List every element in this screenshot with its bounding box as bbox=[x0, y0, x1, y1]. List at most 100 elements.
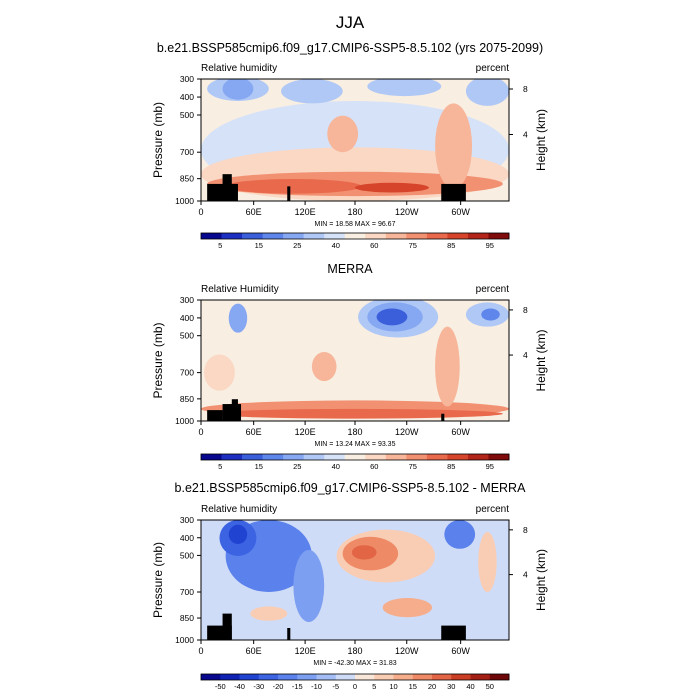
colorbar-frame bbox=[200, 232, 510, 240]
x-tick-label: 120W bbox=[395, 646, 419, 656]
contour-region bbox=[376, 308, 408, 326]
topography-mask bbox=[222, 174, 232, 201]
y-tick-label: 700 bbox=[180, 587, 194, 597]
topography-mask bbox=[441, 183, 466, 201]
colorbar-label: 85 bbox=[447, 241, 455, 250]
colorbar-label: 15 bbox=[255, 241, 263, 250]
colorbar-swatch bbox=[365, 454, 387, 460]
colorbar-label: 25 bbox=[293, 462, 301, 471]
y-axis-label: Pressure (mb) bbox=[151, 102, 165, 178]
colorbar-swatch bbox=[262, 454, 284, 460]
colorbar-swatch bbox=[447, 233, 469, 239]
colorbar-label: 95 bbox=[486, 241, 494, 250]
y-tick-label: 400 bbox=[180, 533, 194, 543]
colorbar-swatch bbox=[426, 233, 448, 239]
colorbar-label: 75 bbox=[409, 462, 417, 471]
contour-region bbox=[478, 532, 497, 592]
topography-mask bbox=[231, 399, 238, 421]
colorbar-swatch bbox=[426, 454, 448, 460]
contour-region bbox=[228, 524, 248, 545]
contour-region bbox=[225, 179, 362, 194]
colorbar-frame bbox=[200, 673, 510, 681]
x-tick-label: 120E bbox=[295, 427, 316, 437]
contour-region bbox=[327, 115, 359, 153]
colorbar-swatch bbox=[239, 674, 260, 680]
colorbar-swatch bbox=[393, 674, 414, 680]
contour-region bbox=[351, 545, 377, 560]
colorbar-frame bbox=[200, 453, 510, 461]
topography-mask bbox=[222, 613, 232, 640]
panel-left-label: Relative humidity bbox=[201, 63, 277, 74]
plot-area bbox=[201, 520, 509, 640]
y-tick-label: 500 bbox=[180, 331, 194, 341]
colorbar-swatch bbox=[432, 674, 452, 680]
x-tick-label: 0 bbox=[198, 427, 203, 437]
chart-panel-3: b.e21.BSSP585cmip6.f09_g17.CMIP6-SSP5-8.… bbox=[151, 481, 548, 691]
colorbar-swatch bbox=[344, 454, 366, 460]
colorbar-swatch bbox=[488, 233, 510, 239]
contour-region bbox=[250, 606, 288, 621]
y-tick-label: 850 bbox=[180, 613, 194, 623]
colorbar-swatch bbox=[344, 233, 366, 239]
y-axis-label-right: Height (km) bbox=[534, 549, 548, 611]
panel-right-label: percent bbox=[476, 284, 510, 295]
topography-mask bbox=[287, 186, 291, 201]
colorbar-swatch bbox=[324, 233, 346, 239]
x-tick-label: 0 bbox=[198, 646, 203, 656]
colorbar-swatch bbox=[316, 674, 337, 680]
min-max-label: MIN = 13.24 MAX = 93.35 bbox=[315, 441, 396, 448]
colorbar: 5 15 25 40 60 75 85 95 bbox=[200, 453, 510, 471]
min-max-label: MIN = 18.58 MAX = 96.67 bbox=[315, 221, 396, 228]
colorbar-swatch bbox=[412, 674, 433, 680]
colorbar: -50 -40 -30 -20 -15 -10 -5 0 5 10 15 20 30 40 50 bbox=[200, 673, 510, 691]
contour-region bbox=[222, 79, 254, 100]
contour-region bbox=[435, 103, 473, 189]
colorbar-label: 25 bbox=[293, 241, 301, 250]
colorbar-swatch bbox=[365, 233, 387, 239]
colorbar-swatch bbox=[467, 233, 489, 239]
colorbar-label: 10 bbox=[389, 682, 397, 691]
colorbar-swatch bbox=[297, 674, 317, 680]
x-tick-label: 0 bbox=[198, 207, 203, 217]
plot-area bbox=[201, 300, 509, 421]
colorbar-swatch bbox=[242, 454, 263, 460]
x-tick-label: 60W bbox=[451, 646, 470, 656]
contour-region bbox=[435, 326, 460, 407]
panel-left-label: Relative Humidity bbox=[201, 284, 279, 295]
colorbar-swatch bbox=[221, 233, 243, 239]
colorbar-swatch bbox=[262, 233, 284, 239]
colorbar-label: 50 bbox=[486, 682, 494, 691]
colorbar-label: -15 bbox=[292, 682, 303, 691]
y-axis-label-right: Height (km) bbox=[534, 329, 548, 391]
height-tick-label: 8 bbox=[523, 525, 528, 535]
colorbar-label: 0 bbox=[353, 682, 357, 691]
contour-region bbox=[201, 331, 509, 419]
x-tick-label: 60W bbox=[451, 207, 470, 217]
panel-title: MERRA bbox=[327, 262, 373, 276]
colorbar-swatch bbox=[242, 233, 263, 239]
contour-region bbox=[465, 79, 509, 106]
colorbar-swatch bbox=[201, 674, 221, 680]
min-max-label: MIN = -42.30 MAX = 31.83 bbox=[313, 660, 396, 667]
chart-panel-1: b.e21.BSSP585cmip6.f09_g17.CMIP6-SSP5-8.… bbox=[151, 41, 548, 250]
colorbar-label: 75 bbox=[409, 241, 417, 250]
contour-region bbox=[355, 182, 429, 193]
x-tick-label: 60W bbox=[451, 427, 470, 437]
colorbar-label: 95 bbox=[486, 462, 494, 471]
colorbar-swatch bbox=[385, 233, 407, 239]
colorbar-label: 20 bbox=[428, 682, 436, 691]
height-tick-label: 4 bbox=[523, 130, 528, 140]
contour-region bbox=[204, 354, 235, 391]
y-tick-label: 300 bbox=[180, 74, 194, 84]
figure-title: JJA bbox=[336, 13, 365, 32]
colorbar-swatch bbox=[303, 454, 325, 460]
y-axis-label-right: Height (km) bbox=[534, 109, 548, 171]
colorbar-label: 5 bbox=[372, 682, 376, 691]
colorbar-swatch bbox=[447, 454, 469, 460]
contour-region bbox=[281, 79, 343, 104]
panel-title: b.e21.BSSP585cmip6.f09_g17.CMIP6-SSP5-8.… bbox=[175, 481, 527, 495]
y-tick-label: 850 bbox=[180, 174, 194, 184]
colorbar-swatch bbox=[201, 233, 222, 239]
colorbar-label: -20 bbox=[273, 682, 284, 691]
panel-right-label: percent bbox=[476, 504, 510, 515]
